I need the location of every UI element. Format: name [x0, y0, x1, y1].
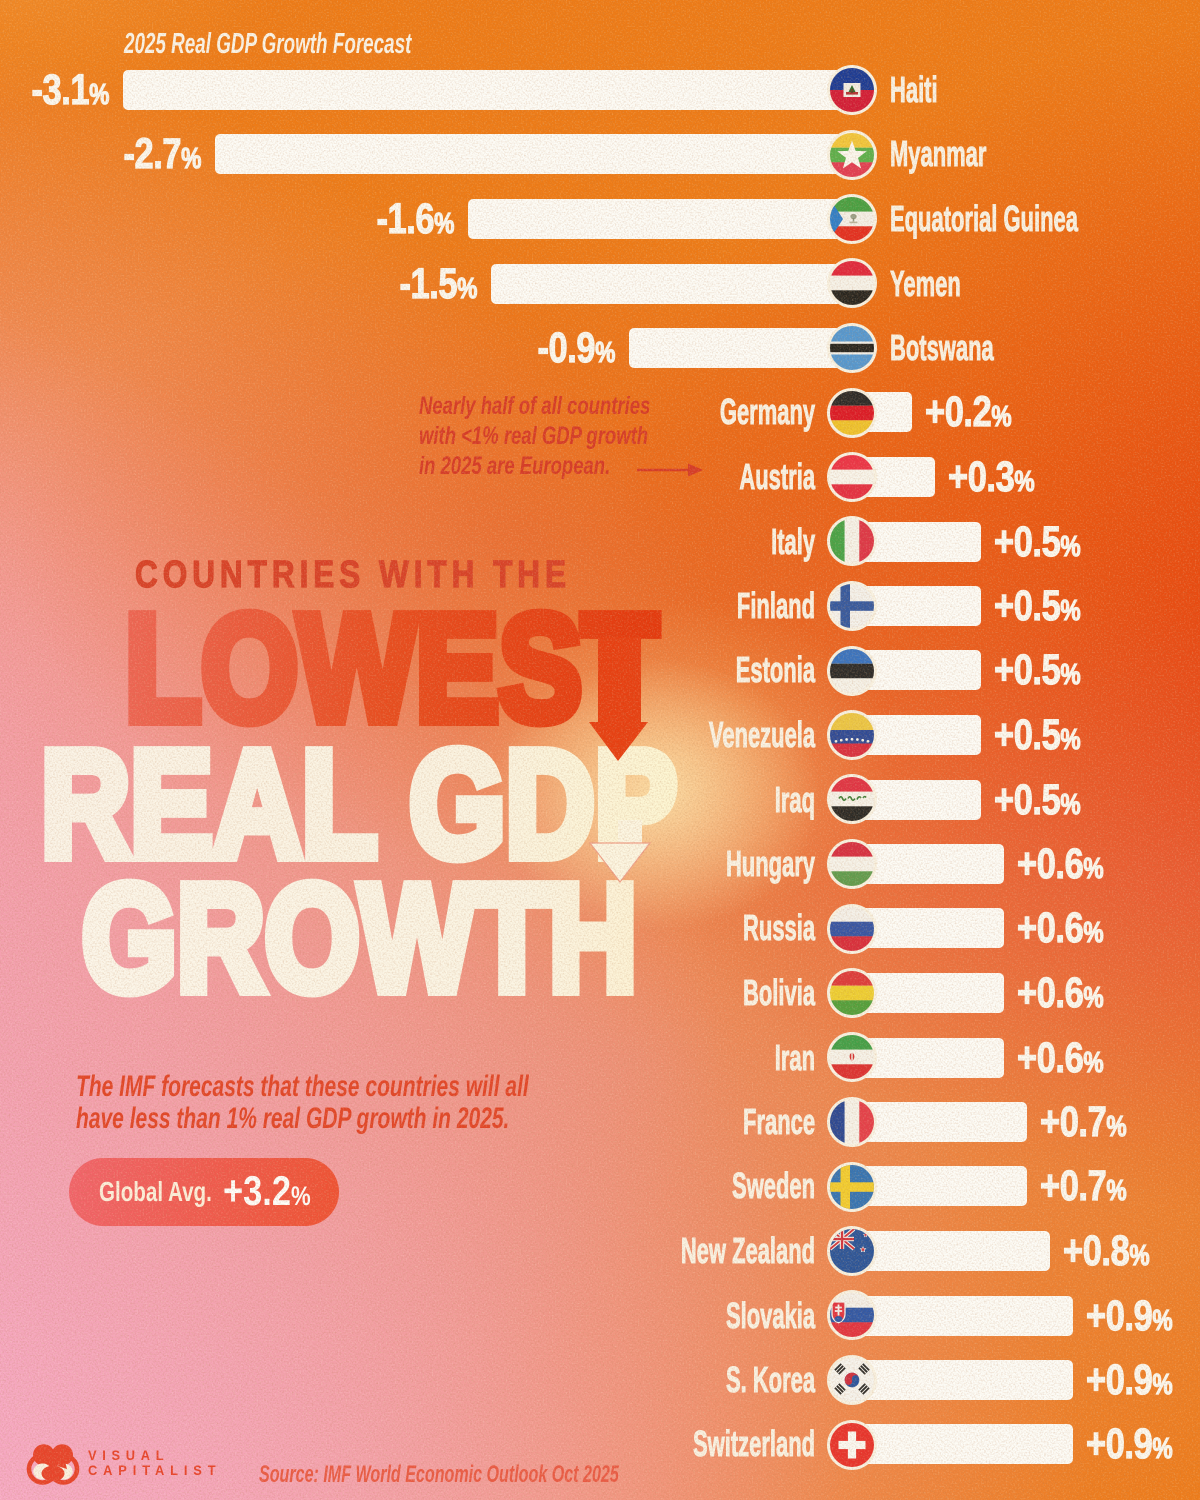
- svg-text:GROWTH: GROWTH: [82, 853, 637, 1020]
